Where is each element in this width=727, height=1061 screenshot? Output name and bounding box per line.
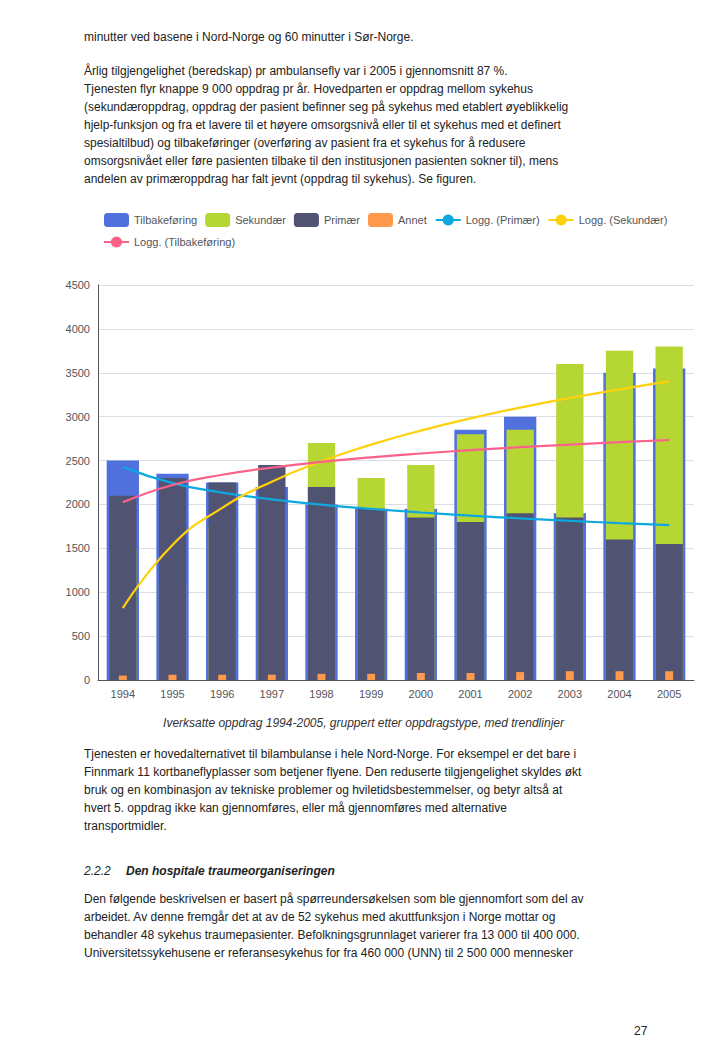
svg-text:2003: 2003 [558, 688, 582, 700]
svg-text:1995: 1995 [160, 688, 184, 700]
svg-text:hvert 5. oppdrag ikke kan gjen: hvert 5. oppdrag ikke kan gjennomføres, … [84, 801, 507, 815]
svg-text:1997: 1997 [260, 688, 284, 700]
svg-text:2005: 2005 [657, 688, 681, 700]
svg-text:Logg. (Sekundær): Logg. (Sekundær) [579, 214, 668, 226]
svg-text:0: 0 [84, 674, 90, 686]
svg-text:spesialtilbud) og tilbakeførin: spesialtilbud) og tilbakeføringer (overf… [84, 136, 526, 150]
svg-text:4500: 4500 [66, 279, 90, 291]
svg-text:1994: 1994 [111, 688, 135, 700]
svg-text:Finnmark 11 kortbaneflyplasser: Finnmark 11 kortbaneflyplasser som betje… [84, 765, 582, 779]
svg-text:4000: 4000 [66, 323, 90, 335]
svg-text:Logg. (Primær): Logg. (Primær) [466, 214, 540, 226]
svg-text:Logg. (Tilbakeføring): Logg. (Tilbakeføring) [134, 236, 235, 248]
svg-text:500: 500 [72, 630, 90, 642]
svg-text:Annet: Annet [398, 214, 427, 226]
svg-text:1999: 1999 [359, 688, 383, 700]
svg-text:(sekundæroppdrag, oppdrag der: (sekundæroppdrag, oppdrag der pasient be… [84, 100, 568, 114]
svg-text:Den følgende beskrivelsen er b: Den følgende beskrivelsen er basert på s… [84, 892, 584, 906]
svg-text:arbeidet. Av denne fremgår det: arbeidet. Av denne fremgår det at av de … [84, 910, 555, 924]
svg-text:Iverksatte oppdrag 1994-2005,: Iverksatte oppdrag 1994-2005, gruppert e… [163, 716, 565, 730]
svg-text:1500: 1500 [66, 542, 90, 554]
svg-text:2.2.2: 2.2.2 [83, 864, 111, 878]
svg-text:2004: 2004 [607, 688, 631, 700]
svg-text:2002: 2002 [508, 688, 532, 700]
svg-text:1000: 1000 [66, 586, 90, 598]
svg-text:Den hospitale traumeorganiseri: Den hospitale traumeorganiseringen [126, 864, 335, 878]
svg-text:3500: 3500 [66, 367, 90, 379]
svg-text:Tjenesten flyr knappe 9 000 op: Tjenesten flyr knappe 9 000 oppdrag pr å… [84, 82, 533, 96]
svg-text:2000: 2000 [409, 688, 433, 700]
svg-text:Primær: Primær [324, 214, 360, 226]
svg-text:Sekundær: Sekundær [235, 214, 286, 226]
svg-text:1996: 1996 [210, 688, 234, 700]
svg-text:transportmidler.: transportmidler. [84, 819, 167, 833]
svg-text:2500: 2500 [66, 455, 90, 467]
svg-text:omsorgsnivået eller føre pasie: omsorgsnivået eller føre pasienten tilba… [84, 154, 558, 168]
svg-text:minutter ved basene i Nord-Nor: minutter ved basene i Nord-Norge og 60 m… [84, 30, 413, 44]
svg-text:1998: 1998 [309, 688, 333, 700]
svg-text:27: 27 [634, 1024, 648, 1038]
svg-text:andelen av primæroppdrag har f: andelen av primæroppdrag har falt jevnt … [84, 172, 476, 186]
svg-text:bruk og en kombinasjon av tekn: bruk og en kombinasjon av tekniske probl… [84, 783, 563, 797]
svg-text:3000: 3000 [66, 411, 90, 423]
svg-text:Tilbakeføring: Tilbakeføring [134, 214, 197, 226]
svg-text:hjelp-funksjon og fra et laver: hjelp-funksjon og fra et lavere til et h… [84, 118, 562, 132]
svg-text:2001: 2001 [458, 688, 482, 700]
svg-text:2000: 2000 [66, 498, 90, 510]
svg-text:Universitetssykehusene er refe: Universitetssykehusene er referansesykeh… [84, 946, 573, 960]
svg-text:Tjenesten er hovedalternativet: Tjenesten er hovedalternativet til bilam… [84, 747, 576, 761]
svg-text:Årlig tilgjengelighet (beredsk: Årlig tilgjengelighet (beredskap) pr amb… [84, 63, 508, 78]
svg-text:behandler 48 sykehus traumepas: behandler 48 sykehus traumepasienter. Be… [84, 928, 580, 942]
